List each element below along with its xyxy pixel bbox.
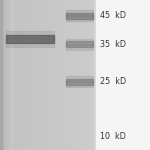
Bar [11,0,13,150]
Bar [66,76,93,82]
Bar [6,31,54,39]
Bar [76,0,78,150]
Bar [36,0,38,150]
Bar [66,79,93,85]
Bar [2,0,3,150]
Bar [49,0,51,150]
Bar [62,0,63,150]
Text: 45  kD: 45 kD [100,11,126,20]
Bar [66,13,93,19]
Bar [86,0,87,150]
Bar [66,81,93,87]
Bar [90,0,92,150]
Bar [3,0,5,150]
Bar [6,35,54,43]
Bar [54,0,56,150]
Bar [0,0,2,150]
Bar [48,0,49,150]
Bar [94,0,95,150]
Bar [30,0,32,150]
Bar [82,0,84,150]
Bar [78,0,79,150]
Bar [66,39,93,45]
Bar [24,0,25,150]
Bar [41,0,43,150]
Bar [79,0,81,150]
Bar [52,0,54,150]
Bar [81,0,82,150]
Bar [84,0,86,150]
Bar [66,15,93,21]
Bar [95,0,150,150]
Bar [0,0,2,150]
Bar [67,0,68,150]
Bar [25,0,27,150]
Bar [66,10,93,16]
Bar [28,0,30,150]
Bar [32,0,33,150]
Bar [57,0,59,150]
Bar [17,0,19,150]
Bar [35,0,36,150]
Bar [56,0,57,150]
Text: 35  kD: 35 kD [100,40,126,49]
Bar [73,0,75,150]
Bar [46,0,48,150]
Bar [13,0,14,150]
Bar [19,0,21,150]
Bar [65,0,67,150]
Text: 10  kD: 10 kD [100,132,126,141]
Bar [71,0,73,150]
Bar [5,0,6,150]
Bar [33,0,35,150]
Bar [60,0,62,150]
Bar [87,0,89,150]
Bar [40,0,41,150]
Bar [21,0,22,150]
Bar [10,0,11,150]
Bar [27,0,28,150]
Bar [66,41,93,47]
Bar [8,0,10,150]
Bar [43,0,44,150]
Bar [6,39,54,47]
Bar [38,0,40,150]
Bar [22,0,24,150]
Bar [89,0,90,150]
Text: 25  kD: 25 kD [100,77,126,86]
Bar [16,0,17,150]
Bar [14,0,16,150]
Bar [44,0,46,150]
Bar [68,0,70,150]
Bar [75,0,76,150]
Bar [6,0,8,150]
Bar [59,0,60,150]
Bar [66,44,93,50]
Bar [92,0,94,150]
Bar [51,0,52,150]
Bar [70,0,71,150]
Bar [63,0,65,150]
